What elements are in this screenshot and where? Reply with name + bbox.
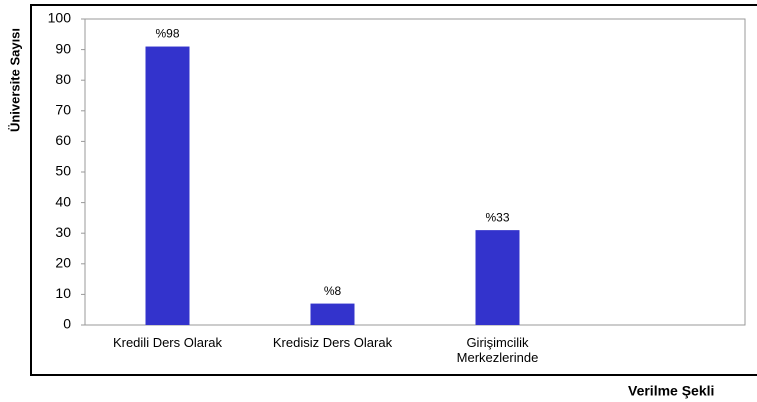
- bar-annotation: %8: [324, 284, 342, 298]
- x-tick-label: Girişimcilik Merkezlerinde: [456, 335, 539, 365]
- y-tick-label: 50: [55, 163, 71, 179]
- y-tick-label: 0: [63, 316, 71, 332]
- x-tick-label: Kredisiz Ders Olarak: [272, 335, 393, 350]
- bar: [145, 46, 190, 325]
- x-tick-label: Kredili Ders Olarak: [112, 335, 223, 350]
- x-axis-label: Verilme Şekli: [628, 383, 714, 399]
- plot-area: [84, 18, 746, 326]
- y-tick-label: 80: [55, 71, 71, 87]
- bar: [310, 303, 355, 325]
- y-tick-label: 10: [55, 285, 71, 301]
- y-tick-label: 30: [55, 224, 71, 240]
- y-axis-label: Üniversite Sayısı: [7, 28, 22, 132]
- y-tick-label: 60: [55, 132, 71, 148]
- y-tick-label: 100: [48, 10, 72, 26]
- y-tick-label: 40: [55, 193, 71, 209]
- bar: [475, 230, 520, 325]
- y-tick-label: 20: [55, 255, 71, 271]
- bar-annotation: %33: [485, 210, 509, 224]
- bar-annotation: %98: [155, 27, 179, 41]
- y-tick-label: 90: [55, 40, 71, 56]
- frame: [30, 4, 757, 376]
- y-tick-label: 70: [55, 102, 71, 118]
